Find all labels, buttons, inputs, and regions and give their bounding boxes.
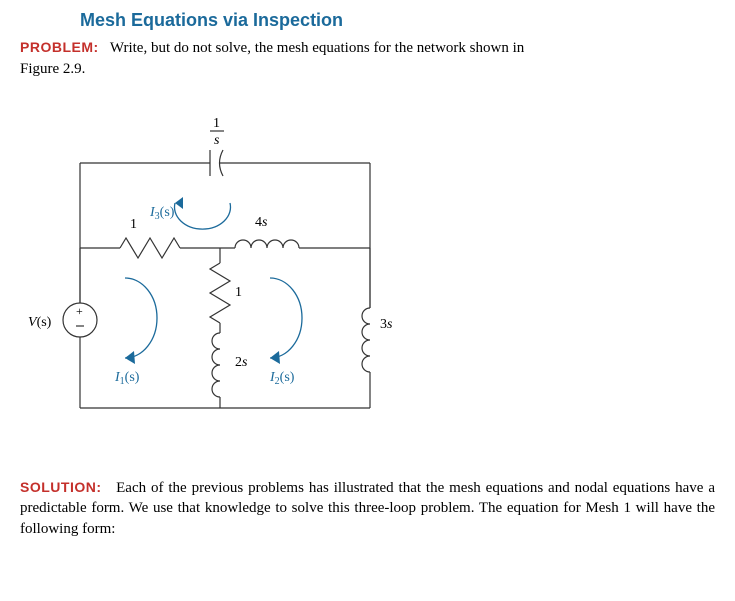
loop-I3-label: I3(s): [149, 205, 175, 222]
problem-label: PROBLEM:: [20, 39, 99, 55]
loop-I2: [270, 278, 302, 358]
problem-text-2: Figure 2.9.: [20, 61, 715, 78]
solution-label: SOLUTION:: [20, 479, 102, 495]
cap-num: 1: [213, 116, 220, 131]
vs-label: V(s): [28, 315, 52, 330]
problem-text-1: Write, but do not solve, the mesh equati…: [110, 40, 524, 56]
problem-statement: PROBLEM: Write, but do not solve, the me…: [20, 39, 715, 57]
inductor-4s: [235, 240, 299, 248]
loop-I2-arrow: [270, 351, 280, 364]
L4s-label: 4s: [255, 215, 268, 230]
loop-I1-label: I1(s): [114, 370, 140, 387]
circuit-svg: 1 s 1 4s I3(s) 1 2s 3s + V(s): [20, 98, 420, 448]
L3s-label: 3s: [380, 317, 393, 332]
loop-I2-label: I2(s): [269, 370, 295, 387]
inductor-3s: [362, 308, 370, 372]
loop-I1: [125, 278, 157, 358]
section-title: Mesh Equations via Inspection: [80, 10, 715, 31]
solution-paragraph: SOLUTION: Each of the previous problems …: [20, 478, 715, 539]
cap-den: s: [214, 133, 220, 148]
circuit-diagram: 1 s 1 4s I3(s) 1 2s 3s + V(s): [20, 98, 715, 453]
vs-plus: +: [76, 304, 83, 318]
inductor-2s: [212, 333, 220, 397]
solution-text: Each of the previous problems has illust…: [20, 480, 715, 537]
L2s-label: 2s: [235, 355, 248, 370]
resistor-Rmid: [210, 263, 230, 323]
Rmid-label: 1: [235, 285, 242, 300]
resistor-R1: [120, 238, 180, 258]
loop-I1-arrow: [125, 351, 135, 364]
R1-label: 1: [130, 217, 137, 232]
loop-I3-arrow: [175, 197, 183, 209]
